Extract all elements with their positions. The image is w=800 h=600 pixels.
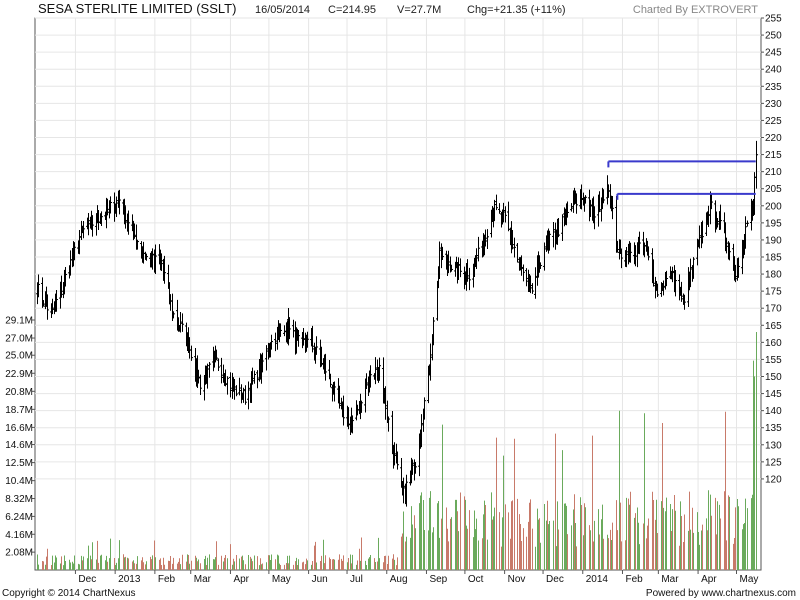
price-tick-label: 200 [765,201,782,212]
header-close: C=214.95 [328,4,376,16]
volume-tick-label: 20.8M [5,387,33,398]
time-tick-label: Feb [158,574,176,585]
price-tick-label: 145 [765,389,782,400]
volume-tick-label: 8.32M [5,494,33,505]
price-tick-label: 140 [765,406,782,417]
volume-tick-label: 6.24M [5,512,33,523]
time-tick-label: 2013 [118,574,141,585]
time-tick-label: 2014 [586,574,609,585]
price-tick-label: 245 [765,48,782,59]
price-tick-label: 235 [765,82,782,93]
volume-tick-label: 25.0M [5,351,33,362]
powered-by: Powered by www.chartnexus.com [646,588,796,599]
price-bars [36,140,758,507]
time-tick-label: Jul [350,574,363,585]
volume-tick-label: 18.7M [5,405,33,416]
time-tick-label: May [740,574,759,585]
volume-tick-label: 27.0M [5,334,33,345]
price-tick-label: 135 [765,423,782,434]
header-date: 16/05/2014 [255,4,310,16]
header-change: Chg=+21.35 (+11%) [467,4,566,16]
price-tick-label: 185 [765,253,782,264]
time-tick-label: Sep [429,574,447,585]
volume-tick-label: 2.08M [5,548,33,559]
volume-tick-label: 14.6M [5,440,33,451]
price-tick-label: 195 [765,218,782,229]
time-tick-label: Mar [194,574,212,585]
price-tick-label: 240 [765,65,782,76]
time-tick-label: Apr [701,574,717,585]
volume-tick-label: 29.1M [5,316,33,327]
price-tick-label: 225 [765,116,782,127]
price-tick-label: 250 [765,31,782,42]
price-tick-label: 190 [765,235,782,246]
price-tick-label: 130 [765,440,782,451]
time-tick-label: Nov [508,574,526,585]
price-tick-label: 125 [765,457,782,468]
price-tick-label: 175 [765,287,782,298]
price-tick-label: 205 [765,184,782,195]
chart-title: SESA STERLITE LIMITED (SSLT) [38,1,236,16]
time-axis: Dec 2013 Feb Mar Apr May Jun Jul Aug Sep Oct Nov Dec… [74,570,759,585]
copyright: Copyright © 2014 ChartNexus [2,588,136,599]
price-tick-label: 170 [765,304,782,315]
volume-tick-label: 12.5M [5,458,33,469]
time-tick-label: Apr [233,574,249,585]
volume-tick-label: 4.16M [5,530,33,541]
chart-credit: Charted By EXTROVERT [633,4,758,16]
price-tick-label: 150 [765,372,782,383]
volume-bars [37,332,757,570]
price-tick-label: 230 [765,99,782,110]
price-tick-label: 155 [765,355,782,366]
price-tick-label: 120 [765,474,782,485]
volume-axis: 29.1M 27.0M 25.0M 22.9M 20.8M 18.7M 16.6M 14.6M… [5,316,35,559]
price-tick-label: 180 [765,270,782,281]
header-volume: V=27.7M [397,4,441,16]
time-tick-label: Aug [390,574,408,585]
time-tick-label: Feb [625,574,643,585]
time-tick-label: Oct [468,574,484,585]
trend-lines [607,160,756,200]
price-tick-label: 255 [765,14,782,25]
plot-background [34,17,762,571]
time-tick-label: May [272,574,291,585]
price-tick-label: 160 [765,338,782,349]
time-tick-label: Mar [661,574,679,585]
time-tick-label: Jun [312,574,328,585]
price-tick-label: 165 [765,321,782,332]
time-tick-label: Dec [78,574,96,585]
price-tick-label: 215 [765,150,782,161]
time-tick-label: Dec [546,574,564,585]
price-axis: 255 250 245 240 235 230 225 220 215 210 205 200 195 1… [761,14,782,485]
price-tick-label: 220 [765,133,782,144]
volume-tick-label: 16.6M [5,423,33,434]
volume-tick-label: 22.9M [5,369,33,380]
volume-tick-label: 10.4M [5,476,33,487]
price-tick-label: 210 [765,167,782,178]
